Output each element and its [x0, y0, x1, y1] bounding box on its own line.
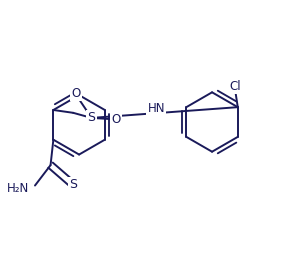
Text: H₂N: H₂N	[7, 182, 29, 195]
Text: O: O	[112, 113, 121, 126]
Text: O: O	[71, 87, 81, 100]
Text: HN: HN	[148, 102, 165, 115]
Text: S: S	[88, 111, 96, 124]
Text: S: S	[69, 179, 77, 192]
Text: Cl: Cl	[229, 80, 241, 93]
